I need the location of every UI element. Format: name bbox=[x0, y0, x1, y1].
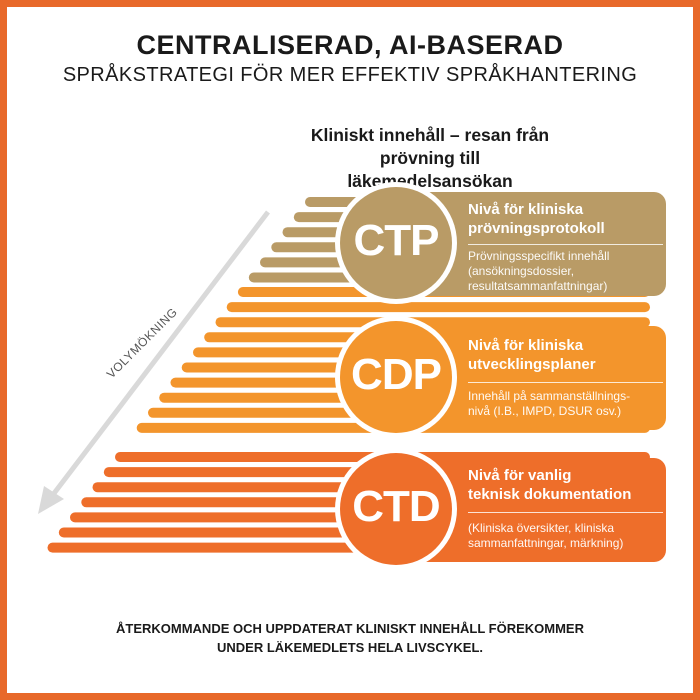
ctd-divider bbox=[468, 512, 663, 513]
cdp-divider bbox=[468, 382, 663, 383]
footer-line2: UNDER LÄKEMEDLETS HELA LIVSCYKEL. bbox=[216, 640, 484, 655]
ctd-desc-line2: sammanfattningar, märkning) bbox=[468, 536, 624, 550]
page-subtitle: SPRÅKSTRATEGI FÖR MER EFFEKTIV SPRÅKHANT… bbox=[62, 64, 638, 86]
level-panels bbox=[400, 192, 666, 562]
ctp-title-line1: Nivå för kliniska bbox=[468, 201, 584, 218]
ctp-description: Prövningsspecifikt innehåll (ansökningsd… bbox=[468, 249, 658, 294]
volume-arrow-shaft bbox=[50, 210, 270, 498]
cdp-desc-line1: Innehåll på sammanställnings- bbox=[468, 389, 631, 403]
cdp-bar bbox=[215, 317, 650, 328]
ctd-title-line1: Nivå för vanlig bbox=[468, 467, 572, 484]
cdp-title-line2: utvecklingsplaner bbox=[468, 356, 596, 373]
volume-arrow-head bbox=[38, 486, 64, 514]
cdp-title: Nivå för kliniska utvecklingsplaner bbox=[468, 336, 658, 374]
ctp-divider bbox=[468, 244, 663, 245]
cdp-panel: Nivå för kliniska utvecklingsplaner Inne… bbox=[468, 336, 663, 419]
ctd-circle-label: CTD bbox=[352, 482, 440, 531]
cdp-title-line1: Nivå för kliniska bbox=[468, 337, 584, 354]
cdp-bar bbox=[226, 302, 650, 313]
ctd-title: Nivå för vanlig teknisk dokumentation bbox=[468, 466, 658, 504]
ctd-panel: Nivå för vanlig teknisk dokumentation (K… bbox=[468, 466, 663, 551]
ctd-title-line2: teknisk dokumentation bbox=[468, 486, 632, 503]
ctp-desc-line2: (ansökningsdossier, bbox=[468, 264, 575, 278]
cdp-circle-label: CDP bbox=[351, 350, 442, 399]
ctp-circle-label: CTP bbox=[353, 216, 440, 265]
ctp-title: Nivå för kliniska prövningsprotokoll bbox=[468, 200, 658, 238]
cdp-desc-line2: nivå (I.B., IMPD, DSUR osv.) bbox=[468, 404, 622, 418]
ctp-circle bbox=[340, 187, 452, 299]
cdp-circle bbox=[340, 321, 452, 433]
ctd-panel-bg bbox=[400, 458, 666, 562]
ctp-desc-line3: resultatsammanfattningar) bbox=[468, 279, 608, 293]
footer-line1: ÅTERKOMMANDE OCH UPPDATERAT KLINISKT INN… bbox=[116, 621, 584, 636]
ctp-desc-line1: Prövningsspecifikt innehåll bbox=[468, 249, 610, 263]
cdp-description: Innehåll på sammanställnings- nivå (I.B.… bbox=[468, 389, 658, 419]
level-circles bbox=[335, 182, 457, 570]
page-title: CENTRALISERAD, AI-BASERAD bbox=[136, 30, 564, 60]
ctp-panel: Nivå för kliniska prövningsprotokoll Prö… bbox=[468, 200, 663, 294]
ctd-desc-line1: (Kliniska översikter, kliniska bbox=[468, 521, 615, 535]
ctd-description: (Kliniska översikter, kliniska sammanfat… bbox=[468, 521, 658, 551]
section-heading-line1: Kliniskt innehåll – resan från bbox=[310, 125, 550, 145]
footer-note: ÅTERKOMMANDE OCH UPPDATERAT KLINISKT INN… bbox=[0, 619, 700, 657]
volume-arrow bbox=[38, 210, 270, 514]
cdp-panel-bg bbox=[400, 326, 666, 430]
ctp-title-line2: prövningsprotokoll bbox=[468, 220, 605, 237]
ctd-circle bbox=[340, 453, 452, 565]
